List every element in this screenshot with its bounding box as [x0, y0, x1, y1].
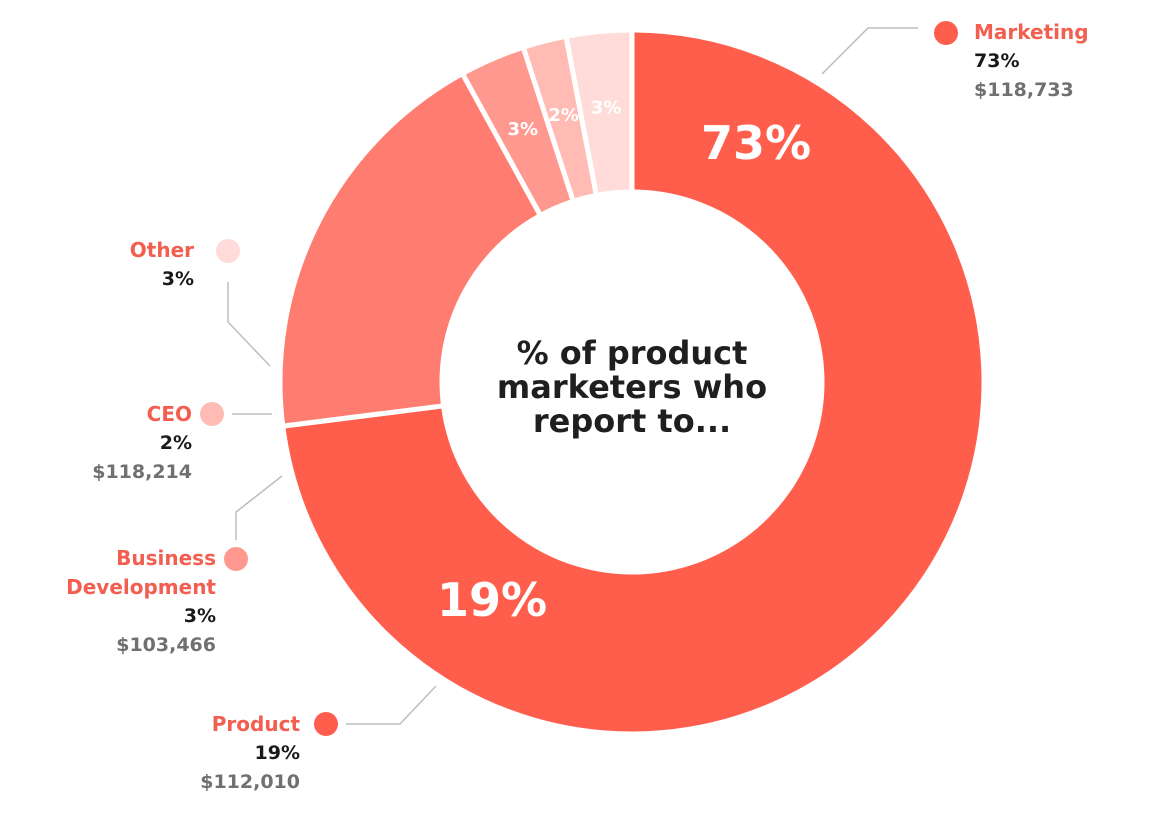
slice-label-business-development: 3% — [508, 119, 539, 140]
leader-lines — [227, 27, 918, 725]
legend-name-ceo: CEO — [146, 402, 192, 426]
legend-name-product: Product — [211, 712, 300, 736]
slice-label-other: 3% — [591, 98, 622, 119]
legend-percent-other: 3% — [161, 268, 194, 290]
legend-percent-ceo: 2% — [159, 432, 192, 454]
legend-percent-marketing: 73% — [974, 50, 1020, 72]
legend-business-development: Business Development 3% $103,466 — [0, 544, 216, 660]
legend-dot-product — [314, 712, 338, 736]
legend-ceo: CEO 2% $118,214 — [0, 400, 192, 487]
leader-line-business-development — [235, 475, 283, 540]
donut-slices — [277, 27, 987, 737]
legend-dot-ceo — [200, 402, 224, 426]
leader-line-marketing — [821, 27, 918, 75]
legend-dots — [200, 21, 958, 736]
legend-name-business-development-line2: Development — [66, 575, 216, 599]
legend-salary-marketing: $118,733 — [974, 79, 1074, 101]
legend-product: Product 19% $112,010 — [100, 710, 300, 797]
slice-label-product: 19% — [437, 573, 547, 627]
legend-name-business-development-line1: Business — [116, 546, 216, 570]
legend-name-marketing: Marketing — [974, 20, 1089, 44]
slice-marketing — [280, 27, 987, 737]
legend-dot-business-development — [224, 547, 248, 571]
legend-dot-marketing — [934, 21, 958, 45]
legend-salary-product: $112,010 — [200, 771, 300, 793]
legend-salary-ceo: $118,214 — [92, 461, 192, 483]
slice-label-ceo: 2% — [548, 105, 579, 126]
legend-name-other: Other — [129, 238, 194, 262]
donut-slice-labels: 73% 19% 3% 2% 3% — [437, 98, 811, 627]
slice-label-marketing: 73% — [701, 116, 811, 170]
leader-line-product — [346, 685, 437, 725]
chart-title: % of product marketers who report to... — [496, 334, 768, 440]
legend-percent-product: 19% — [254, 742, 300, 764]
slice-other — [563, 27, 635, 198]
legend-dot-other — [216, 239, 240, 263]
legend-percent-business-development: 3% — [183, 605, 216, 627]
legend-salary-business-development: $103,466 — [116, 634, 216, 656]
legend-other: Other 3% — [0, 236, 194, 294]
slice-product — [277, 71, 543, 429]
leader-line-other — [227, 282, 271, 367]
legend-marketing: Marketing 73% $118,733 — [974, 18, 1089, 105]
